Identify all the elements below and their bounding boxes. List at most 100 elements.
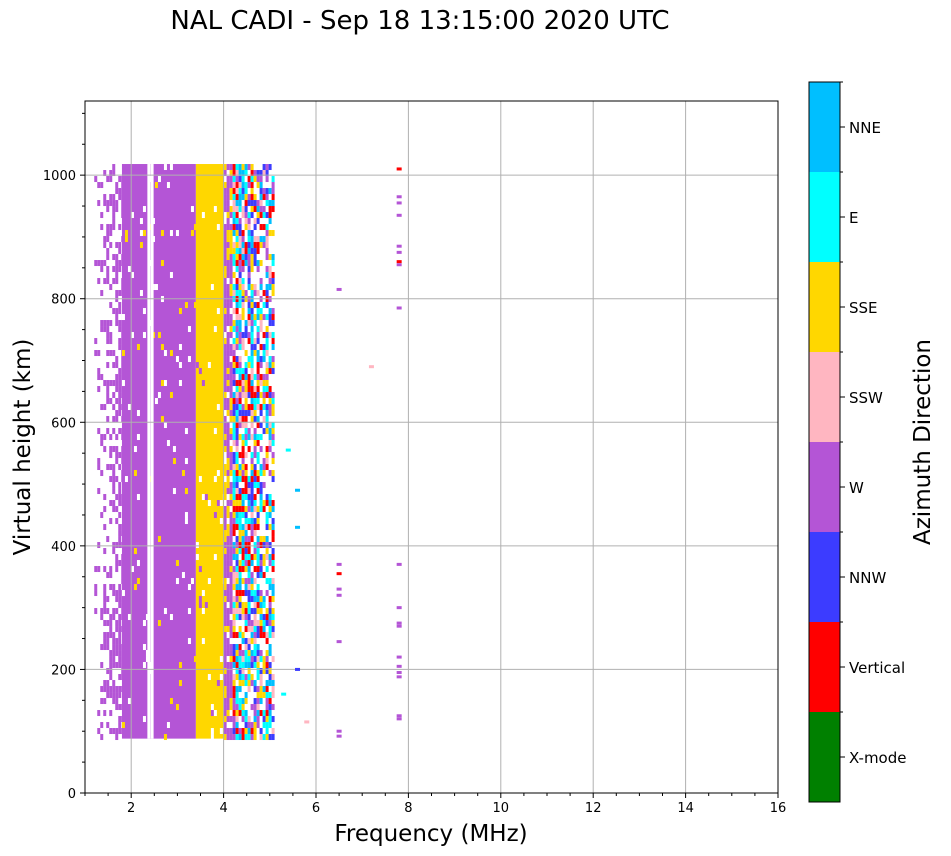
heat-cell [103, 242, 107, 249]
heat-cell [271, 182, 275, 189]
heat-cell [250, 236, 254, 243]
heat-cell [262, 392, 266, 399]
heat-cell [256, 368, 260, 375]
heat-cell [229, 734, 233, 741]
heat-cell [229, 626, 233, 633]
heat-cell [268, 206, 272, 213]
heat-cell [247, 554, 251, 561]
heat-cell [115, 692, 119, 699]
heat-cell [190, 230, 194, 237]
heat-cell [103, 170, 107, 177]
heat-cell [262, 734, 266, 741]
heat-cell [97, 710, 101, 717]
heat-cell [118, 464, 122, 471]
heat-cell [238, 512, 242, 519]
heat-cell [210, 704, 214, 711]
heat-cell [109, 662, 113, 669]
heat-cell [241, 638, 245, 645]
heat-cell [112, 584, 116, 591]
heat-cell [163, 422, 167, 429]
heat-cell [235, 506, 239, 513]
heat-cell [238, 728, 242, 735]
heat-cell [244, 590, 248, 597]
heat-cell [256, 716, 260, 723]
heat-cell [112, 482, 116, 489]
heat-cell [109, 710, 113, 717]
heat-cell [241, 680, 245, 687]
heat-cell [268, 254, 272, 261]
heat-cell [235, 380, 239, 387]
heat-cell [118, 674, 122, 681]
heat-cell [223, 290, 227, 297]
heat-cell [103, 494, 107, 501]
heat-cell [97, 488, 101, 495]
heat-cell [247, 476, 251, 483]
heat-cell [106, 338, 110, 345]
heat-cell [232, 326, 236, 333]
heat-cell [241, 440, 245, 447]
heat-cell [232, 416, 236, 423]
heat-cell [112, 662, 116, 669]
heat-cell [259, 392, 263, 399]
heat-cell [226, 572, 230, 579]
heat-cell [103, 602, 107, 609]
heat-cell [229, 266, 233, 273]
heat-cell [106, 326, 110, 333]
heat-cell [223, 734, 227, 741]
heat-cell [198, 368, 202, 375]
heat-cell [247, 176, 251, 183]
heat-cell [115, 518, 119, 525]
heat-cell [210, 734, 214, 741]
heat-cell [262, 710, 266, 717]
heat-cell [265, 662, 269, 669]
heat-cell [100, 260, 104, 267]
heat-cell [103, 548, 107, 555]
heat-cell [247, 356, 251, 363]
heat-cell [103, 404, 107, 411]
heat-cell [271, 728, 275, 735]
heat-cell [271, 704, 275, 711]
heat-cell [229, 596, 233, 603]
heat-cell [262, 668, 266, 675]
heat-cell [235, 278, 239, 285]
colorbar-tick-label: SSW [849, 389, 883, 407]
heat-cell [244, 602, 248, 609]
heat-cell [238, 590, 242, 597]
heat-cell [238, 278, 242, 285]
heat-cell [229, 632, 233, 639]
heat-cell [259, 542, 263, 549]
heat-cell [247, 308, 251, 315]
heat-cell [232, 692, 236, 699]
heat-cell [247, 260, 251, 267]
heat-cell [235, 608, 239, 615]
heat-cell [226, 608, 230, 615]
heat-cell [265, 548, 269, 555]
heat-cell [241, 452, 245, 459]
heat-cell [223, 554, 227, 561]
heat-cell [247, 566, 251, 573]
heat-cell [112, 194, 116, 201]
heat-cell [118, 302, 122, 309]
heat-cell [253, 686, 257, 693]
heat-cell [223, 524, 227, 531]
heat-cell [262, 482, 266, 489]
heat-cell [115, 638, 119, 645]
heat-cell [250, 182, 254, 189]
heat-cell [136, 410, 140, 417]
heat-cell [241, 614, 245, 621]
data-point [396, 664, 402, 668]
heat-cell [250, 488, 254, 495]
heat-cell [226, 176, 230, 183]
heat-cell [232, 410, 236, 417]
heat-cell [115, 308, 119, 315]
heat-cell [94, 566, 98, 573]
heat-cell [244, 398, 248, 405]
heat-cell [142, 230, 146, 237]
heat-cell [268, 200, 272, 207]
heat-cell [256, 434, 260, 441]
heat-cell [115, 590, 119, 597]
heat-cell [259, 488, 263, 495]
heat-cell [106, 248, 110, 255]
heat-cell [250, 386, 254, 393]
heat-cell [265, 392, 269, 399]
